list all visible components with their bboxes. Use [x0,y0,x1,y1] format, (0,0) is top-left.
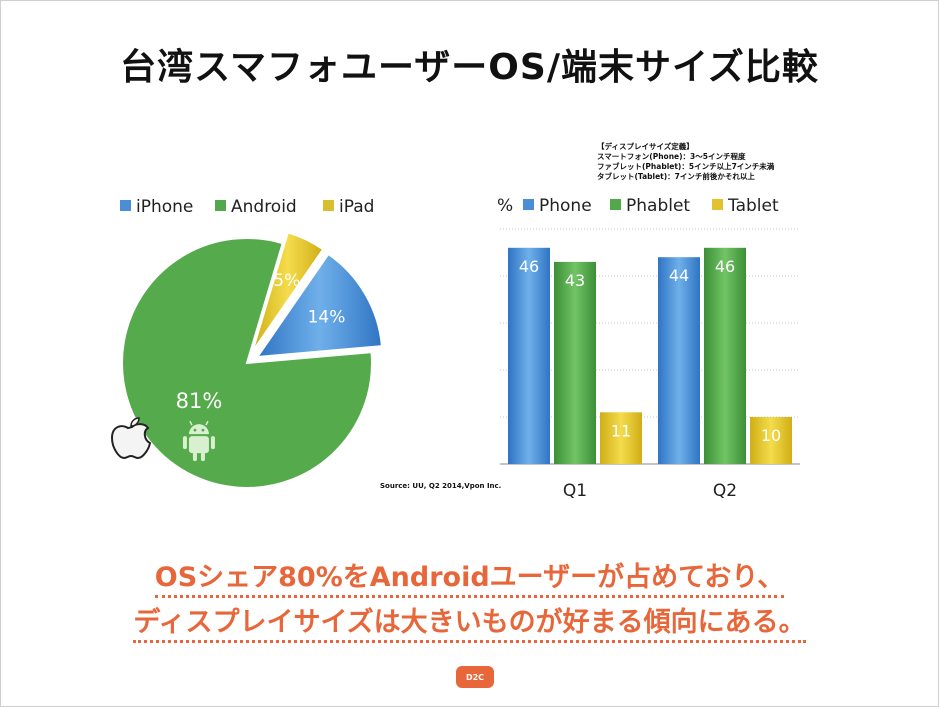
pie-chart: iPhone Android iPad 81% 5% 14% [110,197,383,489]
legend-label-phone: Phone [539,196,592,216]
apple-logo-icon [110,417,152,460]
legend-swatch-android [215,200,226,211]
bar-phablet-q2 [704,247,746,464]
bar-tablet-q2 [750,417,792,464]
pie-slice-android [121,237,373,489]
legend-swatch-ipad [323,200,334,211]
legend-label-android: Android [231,197,297,217]
bar-value-label: 46 [715,257,735,276]
legend-label-tablet: Tablet [727,196,779,216]
conclusion-text-1: OSシェア80%をAndroidユーザーが占めており、 [154,562,785,598]
legend-label-ipad: iPad [339,197,374,217]
conclusion-line-1: OSシェア80%をAndroidユーザーが占めており、 [0,555,939,598]
pie-label-android: 81% [176,389,223,413]
legend-swatch-iphone [120,200,131,211]
pie-label-iphone: 14% [308,308,346,328]
legend-label-iphone: iPhone [136,197,193,217]
pie-slice-ipad [251,231,325,353]
category-label-q2: Q2 [713,481,737,501]
legend-label-phablet: Phablet [626,196,690,216]
bar-phone-q2 [658,257,700,464]
android-robot-icon [182,420,215,462]
bar-tablet-q1 [600,412,642,464]
category-label-q1: Q1 [563,481,587,501]
source-note: Source: UU, Q2 2014,Vpon Inc. [380,482,502,490]
definition-heading: 【ディスプレイサイズ定義】 [597,142,694,151]
definition-line: タブレット(Tablet)：7インチ前後かそれ以上 [597,172,755,181]
legend-swatch-phone [523,199,534,210]
bar-value-label: 43 [565,271,585,290]
bar-value-label: 11 [611,421,631,440]
legend-swatch-phablet [610,199,621,210]
legend-swatch-tablet [712,199,723,210]
pie-slice-iphone [255,252,383,359]
bar-value-label: 44 [669,266,689,285]
bar-phablet-q1 [554,261,596,464]
definition-line: スマートフォン(Phone)：3〜5インチ程度 [597,152,746,161]
pie-label-ipad: 5% [273,271,300,291]
y-axis-label: % [497,196,513,216]
d2c-logo: D2C [456,666,494,688]
conclusion-line-2: ディスプレイサイズは大きいものが好まる傾向にある。 [0,600,939,643]
bar-chart: % Phone Phablet Tablet 46 43 11 Q1 44 46 10 Q2 [497,196,800,501]
page-title: 台湾スマフォユーザーOS/端末サイズ比較 [120,47,819,88]
bar-value-label: 10 [761,426,781,445]
bar-phone-q1 [508,247,550,464]
definition-line: ファブレット(Phablet)：5インチ以上7インチ未満 [597,162,775,171]
conclusion-text-2: ディスプレイサイズは大きいものが好まる傾向にある。 [133,607,806,643]
display-size-definition: 【ディスプレイサイズ定義】 スマートフォン(Phone)：3〜5インチ程度 ファ… [597,142,774,182]
bar-value-label: 46 [519,257,539,276]
